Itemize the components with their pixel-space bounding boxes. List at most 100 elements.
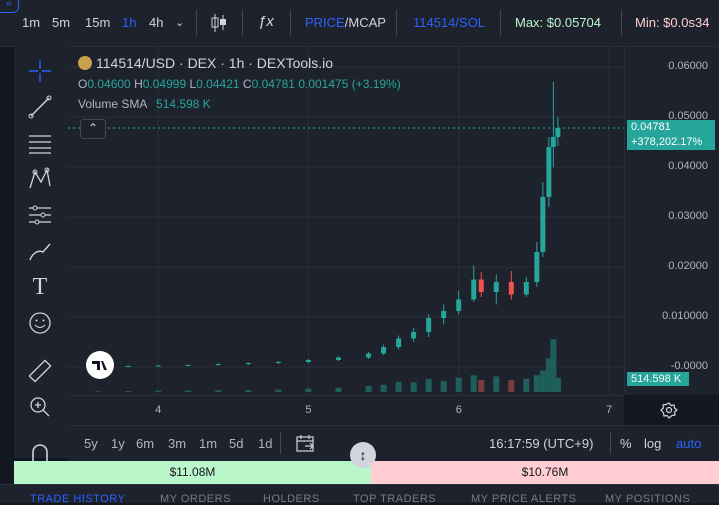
clock[interactable]: 16:17:59 (UTC+9) — [489, 436, 594, 451]
log-toggle[interactable]: log — [644, 436, 662, 451]
time-axis[interactable]: 4 5 6 7 — [68, 395, 624, 426]
last-change: +378,202.17% — [631, 136, 703, 148]
time-tick-label: 7 — [605, 404, 613, 416]
tab-trade-history[interactable]: TRADE HISTORY — [30, 493, 126, 505]
candle-body — [396, 338, 402, 347]
zoom-in-icon[interactable] — [27, 394, 53, 420]
range-1y[interactable]: 1y — [111, 436, 125, 451]
candle-body — [245, 363, 251, 364]
tab-my-orders[interactable]: MY ORDERS — [160, 493, 231, 505]
ohlc-close-key: C — [242, 77, 252, 91]
candle-body — [523, 282, 529, 295]
volume-bar — [539, 370, 546, 392]
volume-bar — [335, 387, 342, 392]
collapse-legend-button[interactable]: ⌃ — [80, 119, 106, 139]
fib-lines-icon[interactable] — [27, 130, 53, 156]
volume-bar — [550, 339, 557, 392]
tab-holders[interactable]: HOLDERS — [263, 493, 320, 505]
drawing-toolbar: T — [14, 46, 69, 462]
tab-my-price-alerts[interactable]: MY PRICE ALERTS — [471, 493, 577, 505]
ohlc-high: 0.04999 — [142, 77, 187, 91]
text-tool-icon[interactable]: T — [32, 274, 48, 300]
tab-top-traders[interactable]: TOP TRADERS — [353, 493, 437, 505]
goto-date-icon[interactable] — [296, 434, 316, 453]
range-3m[interactable]: 3m — [168, 436, 187, 451]
volume-bar — [215, 390, 222, 392]
projection-icon[interactable] — [27, 202, 53, 228]
divider — [500, 10, 501, 36]
price-label[interactable]: PRICE — [305, 15, 345, 30]
interval-dropdown-icon[interactable]: ⌄ — [175, 17, 185, 29]
time-tick-label: 5 — [305, 404, 312, 416]
settings-gear-icon[interactable] — [660, 401, 678, 419]
ruler-icon[interactable] — [27, 358, 53, 384]
volume-bar — [470, 375, 477, 392]
range-1d[interactable]: 1d — [258, 436, 273, 451]
interval-15m[interactable]: 15m — [85, 15, 111, 30]
time-tick-label: 4 — [155, 404, 162, 416]
range-1m[interactable]: 1m — [199, 436, 218, 451]
pattern-icon[interactable] — [27, 166, 53, 192]
trend-line-icon[interactable] — [27, 94, 53, 120]
brush-icon[interactable] — [27, 238, 53, 264]
price-tick-label: 0.06000 — [668, 60, 708, 72]
legend-symbol: 114514/USD · DEX · 1h · DEXTools.io — [96, 55, 334, 71]
volume-bar — [155, 390, 162, 392]
candle-body — [493, 282, 499, 292]
smiley-icon[interactable] — [27, 310, 53, 336]
last-price-badge: 0.04781 +378,202.17% — [627, 120, 715, 150]
volume-bar — [533, 375, 540, 392]
mcap-label[interactable]: MCAP — [348, 15, 386, 30]
magnet-icon[interactable] — [27, 440, 53, 466]
bottom-tabs: TRADE HISTORY MY ORDERS HOLDERS TOP TRAD… — [0, 484, 719, 505]
ohlc-open-key: O — [78, 77, 88, 91]
time-tick-label: 6 — [455, 404, 462, 416]
range-6m[interactable]: 6m — [136, 436, 155, 451]
range-toolbar: 5y 1y 6m 3m 1m 5d 1d 16:17:59 (UTC+9) % … — [68, 425, 719, 461]
candles-icon[interactable] — [210, 13, 228, 33]
toolbar: « 1m 5m 15m 1h 4h ⌄ ƒx PRICE/MCAP 114514… — [0, 0, 719, 47]
price-mcap-toggle[interactable]: PRICE/MCAP — [305, 15, 386, 30]
tab-my-positions[interactable]: MY POSITIONS — [605, 493, 691, 505]
percent-toggle[interactable]: % — [620, 436, 632, 451]
candle-body — [426, 318, 432, 332]
volume-bar — [455, 377, 462, 392]
divider — [280, 432, 281, 454]
candle-body — [546, 147, 552, 197]
candle-body — [471, 279, 477, 300]
auto-toggle[interactable]: auto — [676, 436, 702, 451]
divider — [621, 10, 622, 36]
interval-5m[interactable]: 5m — [52, 15, 71, 30]
volume-bar — [410, 382, 417, 392]
interval-4h[interactable]: 4h — [149, 15, 164, 30]
interval-1m[interactable]: 1m — [22, 15, 41, 30]
volume-bar — [425, 378, 432, 392]
ohlc-high-key: H — [134, 77, 143, 91]
candle-body — [381, 347, 387, 354]
interval-1h[interactable]: 1h — [122, 15, 137, 30]
volume-sma-value: 514.598 K — [156, 97, 211, 111]
divider — [196, 10, 197, 36]
crosshair-icon[interactable] — [27, 58, 53, 84]
price-tick-label: 0.02000 — [668, 260, 708, 272]
candle-body — [478, 279, 484, 292]
sell-volume: $10.76M — [371, 461, 719, 484]
range-5d[interactable]: 5d — [229, 436, 244, 451]
collapse-icon[interactable]: « — [0, 0, 19, 13]
chart-pane[interactable]: 114514/USD · DEX · 1h · DEXTools.io O0.0… — [68, 47, 624, 395]
resize-handle-icon[interactable]: ↕ — [350, 442, 376, 468]
candle-body — [441, 311, 447, 318]
ohlc-change: 0.001475 (+3.19%) — [298, 77, 401, 91]
candle-body — [555, 128, 561, 137]
ohlc-open: 0.04600 — [87, 77, 131, 91]
volume-bar — [523, 378, 530, 392]
volume-bar — [275, 389, 282, 392]
volume-bar — [95, 391, 102, 392]
range-5y[interactable]: 5y — [84, 436, 98, 451]
price-axis[interactable]: 0.06000 0.05000 0.04000 0.03000 0.02000 0.010… — [624, 47, 719, 395]
price-chart[interactable] — [68, 47, 624, 395]
price-tick-label: 0.04000 — [668, 160, 708, 172]
tradingview-logo — [86, 351, 114, 379]
pair-toggle[interactable]: 114514/SOL — [413, 15, 486, 30]
indicators-icon[interactable]: ƒx — [258, 13, 274, 30]
